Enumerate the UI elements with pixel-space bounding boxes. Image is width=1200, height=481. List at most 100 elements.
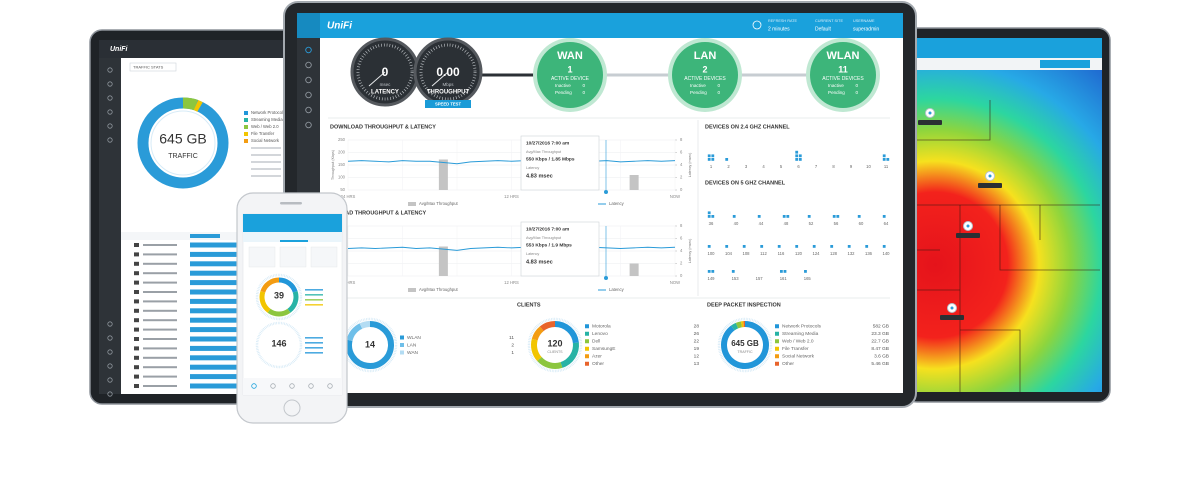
gauge-value: 0 bbox=[382, 65, 389, 79]
tooltip bbox=[520, 135, 600, 191]
legend-label: Dell bbox=[592, 339, 600, 345]
device-dot bbox=[707, 154, 711, 158]
donut-center-value: 120 bbox=[547, 338, 562, 348]
network-status: ACTIVE DEVICE bbox=[551, 76, 590, 82]
row-text bbox=[143, 385, 177, 387]
channel-devices bbox=[725, 245, 729, 248]
inactive-label: Inactive bbox=[690, 83, 706, 88]
header-bar bbox=[297, 13, 903, 38]
network-status: ACTIVE DEVICES bbox=[822, 76, 864, 82]
legend-swatch bbox=[775, 361, 779, 366]
x-tick-label: NOW bbox=[670, 280, 680, 285]
channel-devices bbox=[847, 245, 851, 248]
row-icon bbox=[134, 346, 139, 351]
legend-value: 582 GB bbox=[873, 324, 889, 330]
row-text bbox=[143, 309, 177, 312]
pending-label: Pending bbox=[690, 90, 707, 95]
table-tab bbox=[190, 234, 220, 238]
device-dot bbox=[779, 270, 783, 273]
channel-devices bbox=[707, 270, 715, 273]
monitor: UniFi REFRESH RATE 2 minutes CURRENT SITE De… bbox=[283, 1, 917, 408]
device-dot bbox=[757, 215, 761, 218]
device-dot bbox=[707, 270, 711, 273]
channel-devices bbox=[742, 245, 746, 248]
channel-devices bbox=[731, 270, 735, 273]
phone-nav-icon bbox=[327, 383, 333, 389]
donut-value: 645 GB bbox=[159, 131, 206, 147]
gauge-needle bbox=[431, 71, 449, 87]
donut-accent bbox=[193, 99, 203, 112]
channel-label: 149 bbox=[708, 276, 716, 281]
device-dot bbox=[782, 215, 786, 218]
legend-label: Social Network bbox=[251, 138, 280, 143]
channel-label: 2 bbox=[727, 164, 730, 169]
legend-label: File Transfer bbox=[782, 346, 809, 352]
channel-devices bbox=[725, 158, 729, 161]
y2-tick-label: 0 bbox=[680, 273, 683, 278]
legend-label: File Transfer bbox=[251, 131, 275, 136]
device-dot bbox=[742, 245, 746, 248]
device-dot bbox=[795, 154, 799, 158]
legend-value: 12 bbox=[694, 354, 700, 360]
device-dot bbox=[786, 215, 790, 218]
channel-label: 116 bbox=[778, 251, 785, 256]
donut-texture bbox=[527, 317, 583, 373]
channel-devices bbox=[777, 245, 781, 248]
header-value: superadmin bbox=[853, 26, 879, 32]
row-icon bbox=[134, 384, 139, 388]
channel-label: 153 bbox=[732, 276, 740, 281]
legend-swatch bbox=[775, 324, 779, 329]
device-dot bbox=[798, 154, 802, 158]
row-text bbox=[143, 375, 177, 378]
device-dot bbox=[795, 150, 799, 154]
legend-swatch bbox=[408, 202, 416, 206]
tooltip-value: 4.83 msec bbox=[526, 259, 553, 265]
legend-label: WLAN bbox=[407, 335, 421, 341]
channel-devices bbox=[830, 245, 834, 248]
channel-label: 3 bbox=[745, 164, 748, 169]
y2-axis-label: Latency (msec) bbox=[688, 153, 692, 178]
legend-label: Latency bbox=[609, 201, 625, 206]
chart-title: UPLOAD THROUGHPUT & LATENCY bbox=[330, 210, 426, 216]
donut-segment bbox=[346, 321, 394, 369]
device-dot bbox=[760, 245, 764, 248]
device-dot bbox=[832, 215, 836, 218]
row-icon bbox=[134, 318, 139, 323]
phone-tab-active bbox=[280, 240, 308, 242]
donut-center-value: 14 bbox=[365, 339, 375, 349]
row-icon bbox=[134, 243, 139, 247]
throughput-bar bbox=[438, 246, 448, 276]
phone-donut-ring bbox=[260, 277, 280, 293]
phone-legend-line bbox=[305, 342, 323, 344]
tooltip bbox=[520, 221, 600, 277]
legend-swatch bbox=[775, 339, 779, 344]
row-icon bbox=[134, 261, 139, 266]
legend-label: Other bbox=[592, 361, 604, 367]
phone-donut-ring bbox=[287, 290, 299, 313]
network-name: WLAN bbox=[827, 50, 860, 62]
legend-line bbox=[251, 168, 281, 170]
legend-value: 8.47 GB bbox=[871, 346, 889, 352]
phone-legend-line bbox=[305, 347, 323, 349]
device-dot bbox=[830, 245, 834, 248]
y2-tick-label: 0 bbox=[680, 187, 683, 192]
tooltip-value: 550 Kbps / 1.85 Mbps bbox=[526, 156, 575, 162]
device-dot bbox=[812, 245, 816, 248]
row-text bbox=[143, 328, 177, 331]
access-point-tag bbox=[918, 120, 942, 125]
donut-accent bbox=[182, 97, 198, 111]
channel-devices bbox=[832, 215, 840, 218]
legend-label: Network Protocols bbox=[782, 324, 822, 330]
access-point-tag bbox=[940, 315, 964, 320]
channel-devices bbox=[812, 245, 816, 248]
y2-tick-label: 8 bbox=[680, 223, 683, 228]
inactive-value: 0 bbox=[582, 83, 585, 88]
phone-legend-line bbox=[305, 289, 323, 291]
gauge-label: THROUGHPUT bbox=[427, 90, 470, 96]
sidebar-icon bbox=[107, 377, 113, 383]
device-dot bbox=[847, 245, 851, 248]
device-dot bbox=[777, 245, 781, 248]
right-tablet bbox=[904, 27, 1111, 403]
legend-value: 5.46 GB bbox=[871, 361, 889, 367]
legend-label: Streaming Media bbox=[251, 117, 283, 122]
